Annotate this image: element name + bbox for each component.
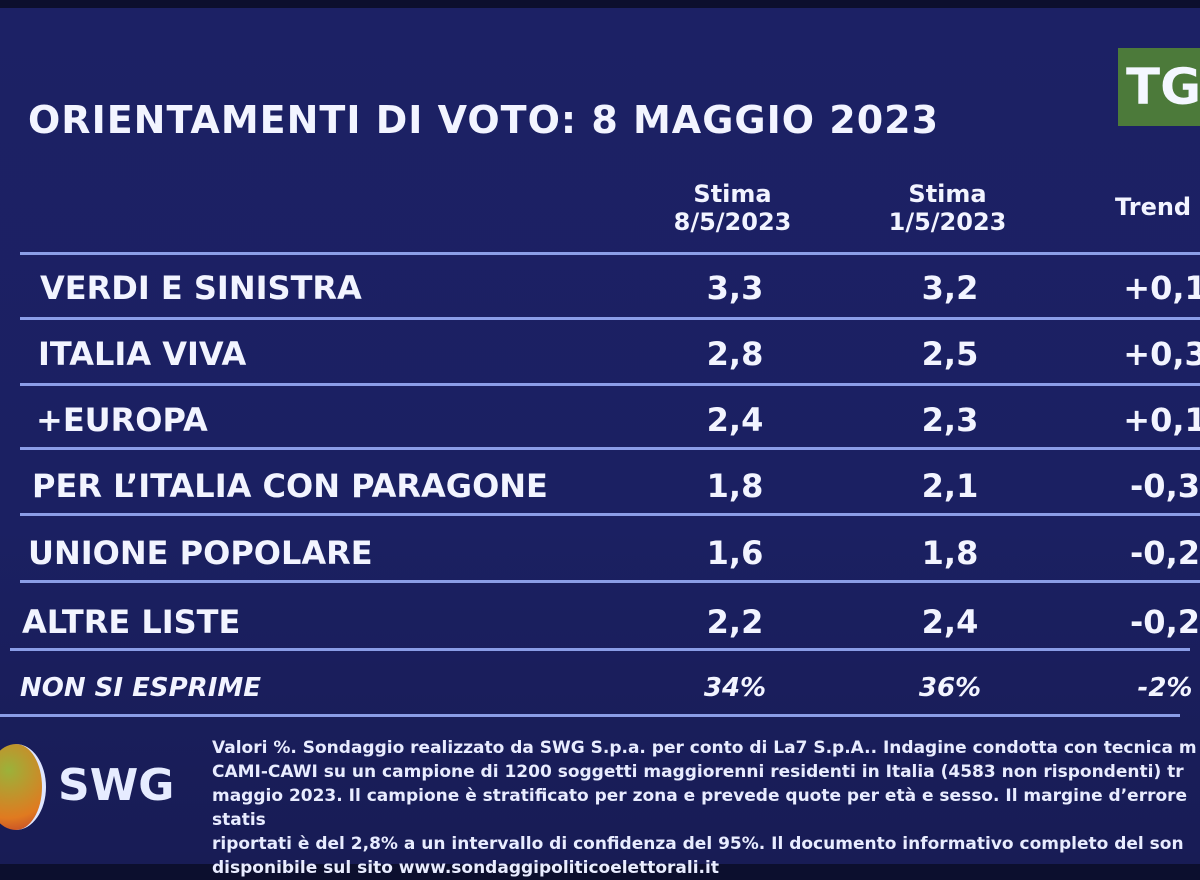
tg-logo: TG <box>1118 48 1200 126</box>
methodology-note: Valori %. Sondaggio realizzato da SWG S.… <box>212 738 1197 878</box>
page-title: ORIENTAMENTI DI VOTO: 8 MAGGIO 2023 <box>28 98 940 142</box>
swg-logo: SWG <box>58 760 175 811</box>
swg-globe-icon <box>0 744 46 830</box>
tv-screen <box>0 8 1200 864</box>
